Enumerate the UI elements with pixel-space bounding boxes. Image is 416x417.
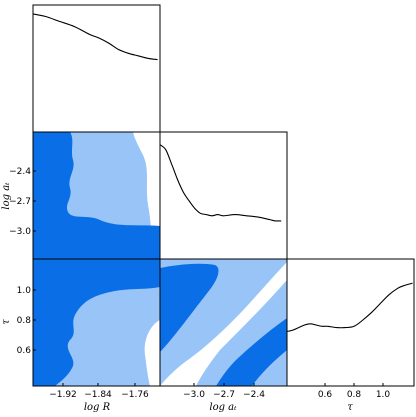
marginal-curve-log-at bbox=[159, 144, 282, 222]
ytick-label: −3.0 bbox=[9, 227, 31, 237]
panel-joint-log-at-tau: −3.0 −2.7 −2.4 log aₜ bbox=[159, 258, 288, 413]
sigma1-region bbox=[33, 132, 160, 259]
xtick-label: 1.0 bbox=[376, 390, 391, 400]
yticks-log-at: −2.4 −2.7 −3.0 bbox=[9, 167, 36, 237]
panel-joint-logR-log-at: −2.4 −2.7 −3.0 log aₜ bbox=[1, 131, 161, 260]
marginal-curve-logR bbox=[32, 13, 158, 61]
sigma1-region bbox=[160, 263, 219, 352]
xlabel-logR: log R bbox=[84, 402, 111, 413]
panel-frame bbox=[159, 131, 288, 260]
xtick-label: −1.92 bbox=[49, 390, 77, 400]
xlabel-log-at: log aₜ bbox=[209, 402, 237, 413]
sigma1-region bbox=[33, 259, 160, 386]
xlabel-tau: τ bbox=[347, 402, 353, 413]
xtick-label: −1.76 bbox=[121, 390, 149, 400]
xtick-label: −2.7 bbox=[213, 390, 235, 400]
xticks-logR: −1.92 −1.84 −1.76 bbox=[49, 383, 149, 400]
panel-frame bbox=[286, 258, 415, 387]
xticks-log-at: −3.0 −2.7 −2.4 bbox=[183, 383, 265, 400]
ytick-label: 0.8 bbox=[17, 316, 32, 326]
sigma1-region bbox=[216, 318, 287, 386]
panel-marginal-log-at bbox=[159, 131, 288, 260]
panel-joint-logR-tau: 1.0 0.8 0.6 τ −1.92 −1.84 −1.76 log R bbox=[1, 258, 161, 413]
xtick-label: −2.4 bbox=[243, 390, 265, 400]
ytick-label: 0.6 bbox=[17, 346, 32, 356]
ytick-label: 1.0 bbox=[17, 286, 32, 296]
yticks-tau: 1.0 0.8 0.6 bbox=[17, 286, 36, 356]
xtick-label: 0.8 bbox=[347, 390, 362, 400]
ytick-label: −2.4 bbox=[9, 167, 31, 177]
xticks-tau: 0.6 0.8 1.0 bbox=[318, 383, 391, 400]
xtick-label: 0.6 bbox=[318, 390, 333, 400]
xtick-label: −3.0 bbox=[183, 390, 205, 400]
ylabel-log-at: log aₜ bbox=[1, 182, 12, 210]
ylabel-tau: τ bbox=[1, 319, 12, 325]
ytick-label: −2.7 bbox=[9, 197, 31, 207]
panel-marginal-tau: 0.6 0.8 1.0 τ bbox=[286, 258, 415, 413]
outside-region bbox=[144, 320, 160, 386]
marginal-curve-tau bbox=[286, 282, 413, 332]
xtick-label: −1.84 bbox=[84, 390, 112, 400]
panel-frame bbox=[32, 4, 161, 133]
panel-marginal-logR bbox=[32, 4, 161, 133]
